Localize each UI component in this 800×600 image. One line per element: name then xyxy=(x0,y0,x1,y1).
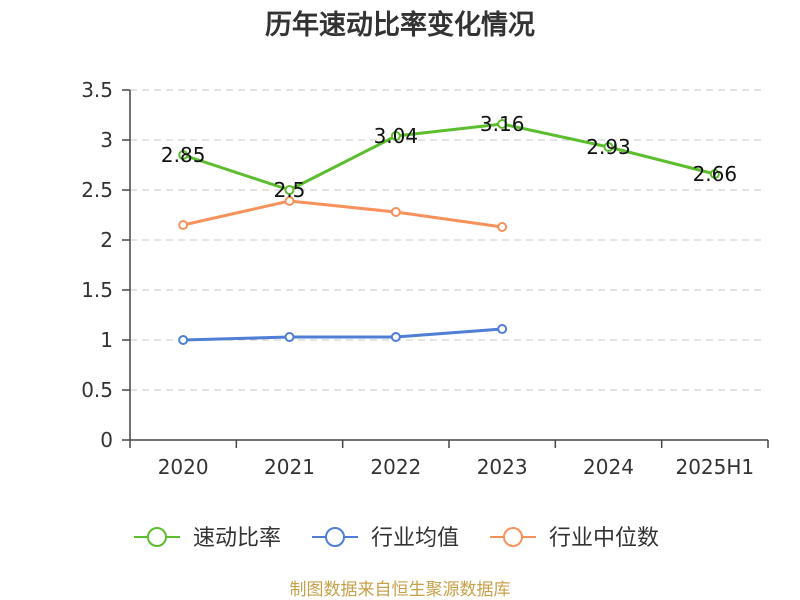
x-tick-label-2022: 2022 xyxy=(370,455,421,479)
industry-mean-series xyxy=(178,324,508,345)
legend-item-industry-mean[interactable]: 行业均值 xyxy=(312,526,459,551)
plot-area: 2.85 2.5 3.04 3.16 2.93 2.66 xyxy=(161,112,737,345)
y-tick-label-0: 0 xyxy=(100,428,113,452)
quick-ratio-point-2021 xyxy=(284,185,295,195)
y-tick-label-3-5: 3.5 xyxy=(81,78,113,102)
quick-ratio-point-2020 xyxy=(178,150,189,160)
x-tick-label-2020: 2020 xyxy=(158,455,209,479)
legend-circle-icon xyxy=(325,527,345,547)
industry-median-series xyxy=(178,196,508,232)
legend-label: 速动比率 xyxy=(193,526,281,551)
industry-median-point-2023 xyxy=(497,222,508,232)
x-tick-label-2021: 2021 xyxy=(264,455,315,479)
quick-ratio-label-2023: 3.16 xyxy=(480,112,525,136)
industry-mean-point-2020 xyxy=(178,335,189,345)
quick-ratio-label-2024: 2.93 xyxy=(586,135,631,159)
legend-item-quick-ratio[interactable]: 速动比率 xyxy=(134,526,281,551)
industry-median-line xyxy=(181,199,504,229)
quick-ratio-label-2020: 2.85 xyxy=(161,143,206,167)
quick-ratio-label-2025h1: 2.66 xyxy=(693,162,738,186)
industry-mean-point-2022 xyxy=(390,332,401,342)
x-tick-label-2025h1: 2025H1 xyxy=(675,455,754,479)
y-tick-label-2-5: 2.5 xyxy=(81,178,113,202)
y-tick-label-0-5: 0.5 xyxy=(81,378,113,402)
y-tick-label-1: 1 xyxy=(100,328,113,352)
industry-mean-point-2021 xyxy=(284,332,295,342)
legend-label: 行业均值 xyxy=(371,526,459,551)
quick-ratio-label-2022: 3.04 xyxy=(374,124,419,148)
legend-item-industry-median[interactable]: 行业中位数 xyxy=(490,526,659,551)
y-tick-label-2: 2 xyxy=(100,228,113,252)
industry-mean-point-2023 xyxy=(497,324,508,334)
industry-median-point-2020 xyxy=(178,220,189,230)
quick-ratio-line xyxy=(181,122,717,192)
chart-title: 历年速动比率变化情况 xyxy=(265,9,535,41)
y-tick-label-1-5: 1.5 xyxy=(81,278,113,302)
quick-ratio-point-2023 xyxy=(497,119,508,129)
quick-ratio-point-2024 xyxy=(603,142,614,152)
x-tick-label-2024: 2024 xyxy=(583,455,634,479)
quick-ratio-point-2022 xyxy=(390,131,401,141)
legend-circle-icon xyxy=(147,527,167,547)
y-tick-label-3: 3 xyxy=(100,128,113,152)
quick-ratio-label-2021: 2.5 xyxy=(274,178,306,202)
legend-circle-icon xyxy=(503,527,523,547)
legend-label: 行业中位数 xyxy=(549,526,659,551)
quick-ratio-point-2025h1 xyxy=(709,169,720,179)
industry-median-point-2021 xyxy=(284,196,295,206)
quick-ratio-data-labels: 2.85 2.5 3.04 3.16 2.93 2.66 xyxy=(161,112,737,202)
x-tick-label-2023: 2023 xyxy=(477,455,528,479)
industry-mean-line xyxy=(181,327,504,342)
legend: 速动比率 行业均值 行业中位数 xyxy=(134,526,659,551)
source-footer: 制图数据来自恒生聚源数据库 xyxy=(290,580,511,600)
industry-median-point-2022 xyxy=(390,207,401,217)
quick-ratio-series xyxy=(178,119,720,195)
y-axis: 0 0.5 1 1.5 2 2.5 3 3.5 xyxy=(81,78,131,452)
grid xyxy=(130,89,765,391)
x-axis: 2020 2021 2022 2023 2024 2025H1 xyxy=(129,439,769,479)
